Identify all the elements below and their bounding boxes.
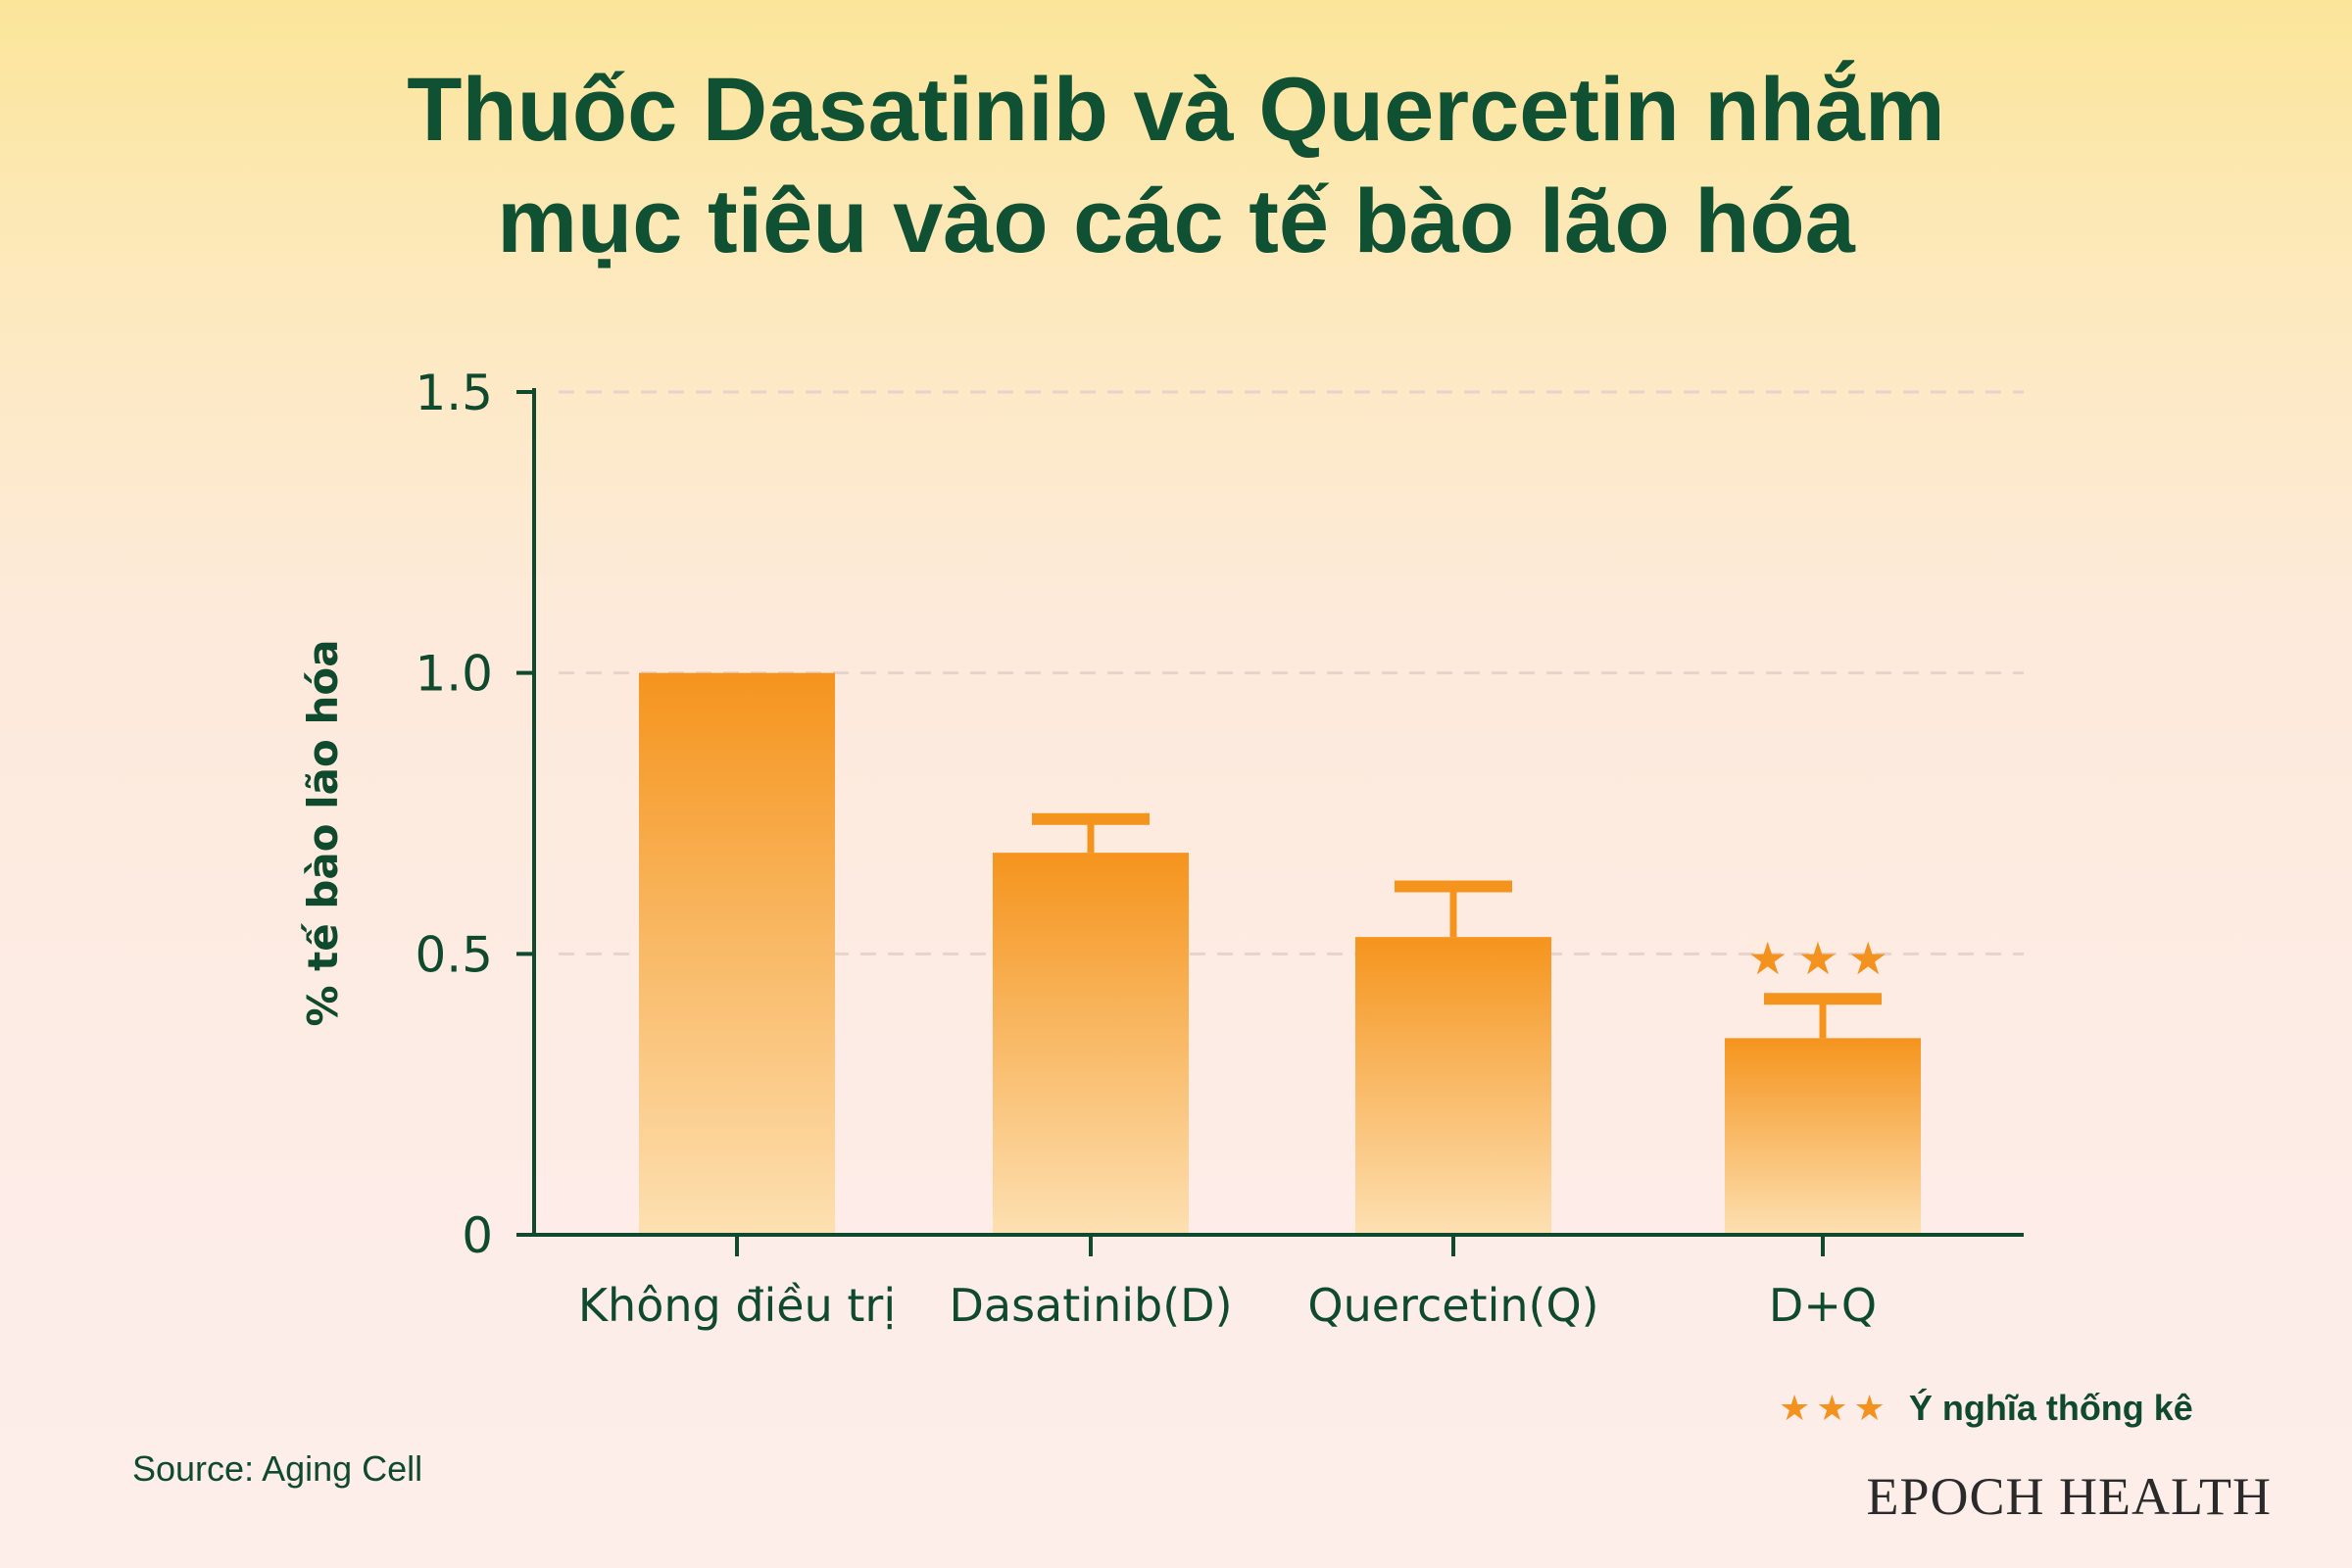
labels: 0 0.5 1.0 1.5 Không điều trị Dasatinib(D) Quer…	[299, 365, 1898, 1332]
bars	[639, 672, 1921, 1235]
y-axis-label: % tế bào lão hóa	[299, 639, 347, 1026]
brand-logo: EPOCH HEALTH	[1866, 1467, 2272, 1526]
gridlines	[559, 390, 2024, 956]
category-label: Không điều trị	[578, 1279, 896, 1332]
bar-1	[993, 853, 1189, 1235]
category-label: Quercetin(Q)	[1307, 1279, 1598, 1332]
chart-title-line-2: mục tiêu vào các tế bào lão hóa	[497, 172, 1855, 271]
significance-legend: ★★★ Ý nghĩa thống kê	[1779, 1384, 2193, 1433]
y-tick-label: 1.5	[415, 365, 493, 421]
category-label: D+Q	[1769, 1279, 1877, 1332]
category-label: Dasatinib(D)	[949, 1279, 1232, 1332]
y-tick-label: 0.5	[415, 926, 493, 983]
significance-stars: ★★★	[1747, 932, 1898, 985]
y-tick-label: 1.0	[415, 646, 493, 703]
bar-0	[639, 672, 835, 1235]
bar-2	[1355, 937, 1551, 1235]
axes	[516, 388, 2024, 1256]
star-icon: ★★★	[1779, 1388, 1891, 1429]
y-tick-label: 0	[462, 1207, 493, 1264]
legend-label: Ý nghĩa thống kê	[1908, 1388, 2193, 1428]
source-note: Source: Aging Cell	[132, 1448, 423, 1489]
bar-3	[1725, 1038, 1921, 1235]
chart-title-line-1: Thuốc Dasatinib và Quercetin nhắm	[407, 60, 1945, 160]
chart-title: Thuốc Dasatinib và Quercetin nhắm mục ti…	[0, 54, 2352, 277]
